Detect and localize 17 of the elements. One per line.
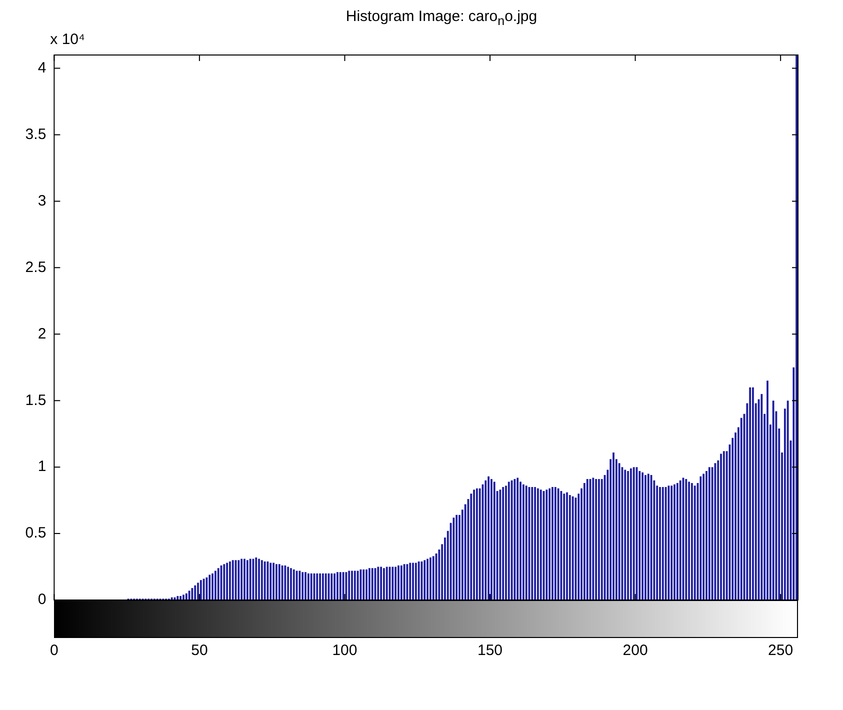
x-tick-label: 150 [477, 642, 503, 660]
y-tick-label: 2.5 [25, 258, 46, 276]
y-tick-label: 1 [38, 458, 46, 476]
x-tick-label: 250 [768, 642, 794, 660]
y-tick-label: 1.5 [25, 392, 46, 409]
chart-title: Histogram Image: caro$_{n}$o.jpg [346, 8, 538, 28]
x-tick-label: 200 [622, 642, 648, 660]
x-tick-label: 0 [50, 642, 58, 660]
y-tick-label: 3.5 [25, 126, 46, 143]
y-tick-label: 0.5 [25, 524, 46, 542]
x-tick-label: 50 [191, 642, 208, 660]
y-tick-label: 3 [38, 192, 46, 210]
text: x 10⁴ [50, 31, 85, 48]
y-tick-label: 4 [38, 59, 46, 76]
y-tick-label: 0 [38, 591, 46, 608]
y-tick-label: 2 [38, 325, 46, 342]
x-tick-label: 100 [332, 642, 358, 660]
